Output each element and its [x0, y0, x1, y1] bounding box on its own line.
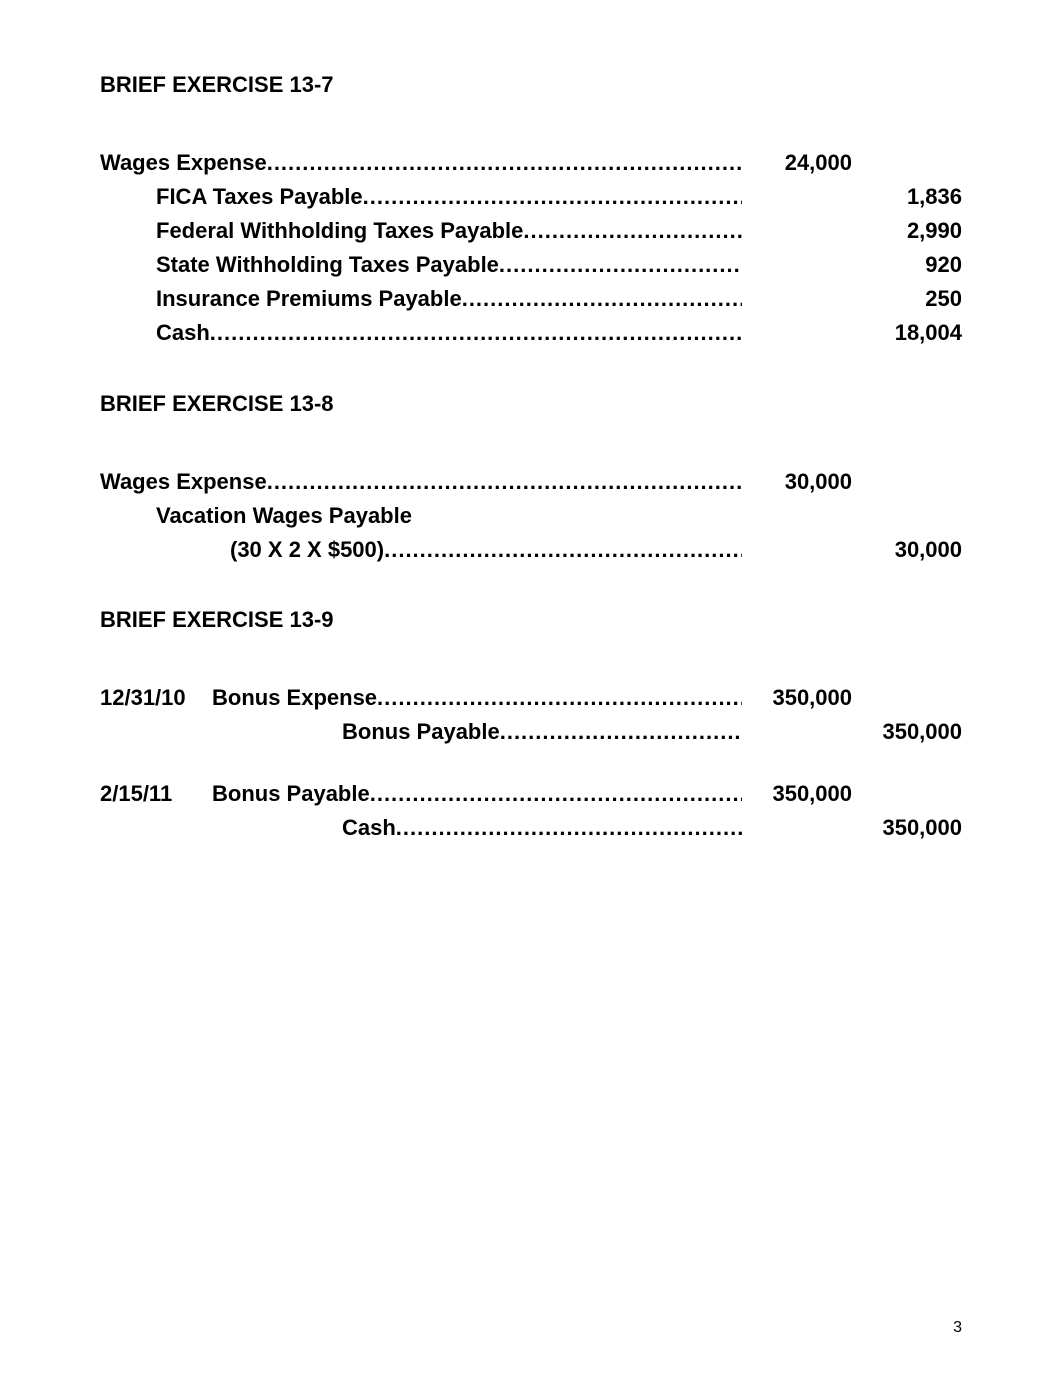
debit-amount — [742, 214, 852, 248]
entry-date: 2/15/11 — [100, 777, 212, 811]
blank-fill — [412, 499, 742, 533]
entry-row: (30 X 2 X $500) 30,000 — [100, 533, 962, 567]
debit-amount: 30,000 — [742, 465, 852, 499]
credit-amount: 350,000 — [852, 811, 962, 845]
debit-amount — [742, 282, 852, 316]
leader-dots — [462, 282, 742, 316]
leader-dots — [267, 146, 742, 180]
credit-amount: 2,990 — [852, 214, 962, 248]
credit-amount — [852, 777, 962, 811]
entry-row: Insurance Premiums Payable 250 — [100, 282, 962, 316]
entry-row: State Withholding Taxes Payable 920 — [100, 248, 962, 282]
debit-amount — [742, 533, 852, 567]
entry-row: Federal Withholding Taxes Payable 2,990 — [100, 214, 962, 248]
entry-date — [100, 811, 212, 845]
debit-amount — [742, 811, 852, 845]
entry-label: Bonus Expense — [212, 681, 377, 715]
debit-amount — [742, 499, 852, 533]
entry-row: 2/15/11 Bonus Payable 350,000 — [100, 777, 962, 811]
leader-dots — [267, 465, 742, 499]
credit-amount — [852, 499, 962, 533]
debit-amount: 24,000 — [742, 146, 852, 180]
entry-label: Federal Withholding Taxes Payable — [156, 214, 523, 248]
debit-amount: 350,000 — [742, 777, 852, 811]
entry-label: Wages Expense — [100, 465, 267, 499]
entry-label: FICA Taxes Payable — [156, 180, 363, 214]
leader-dots — [396, 811, 742, 845]
entry-date — [100, 715, 212, 749]
debit-amount — [742, 248, 852, 282]
leader-dots — [210, 316, 742, 350]
leader-dots — [384, 533, 742, 567]
section-spacer — [100, 351, 962, 391]
entry-label: Insurance Premiums Payable — [156, 282, 462, 316]
document-page: BRIEF EXERCISE 13-7 Wages Expense 24,000… — [0, 0, 1062, 1377]
entry-row: Cash 350,000 — [100, 811, 962, 845]
entry-label: Bonus Payable — [212, 777, 370, 811]
indent-spacer — [212, 715, 342, 749]
leader-dots — [363, 180, 742, 214]
indent-spacer — [212, 811, 342, 845]
entry-row: 12/31/10 Bonus Expense 350,000 — [100, 681, 962, 715]
debit-amount — [742, 180, 852, 214]
credit-amount — [852, 465, 962, 499]
section-title-13-9: BRIEF EXERCISE 13-9 — [100, 607, 962, 633]
credit-amount: 1,836 — [852, 180, 962, 214]
credit-amount: 350,000 — [852, 715, 962, 749]
entry-row: Bonus Payable 350,000 — [100, 715, 962, 749]
entry-row: Wages Expense 24,000 — [100, 146, 962, 180]
section-title-13-8: BRIEF EXERCISE 13-8 — [100, 391, 962, 417]
leader-dots — [523, 214, 742, 248]
leader-dots — [499, 248, 742, 282]
entry-label: State Withholding Taxes Payable — [156, 248, 499, 282]
section-title-13-7: BRIEF EXERCISE 13-7 — [100, 72, 962, 98]
debit-amount: 350,000 — [742, 681, 852, 715]
debit-amount — [742, 715, 852, 749]
entry-label: Bonus Payable — [342, 715, 500, 749]
entry-date: 12/31/10 — [100, 681, 212, 715]
leader-dots — [500, 715, 742, 749]
debit-amount — [742, 316, 852, 350]
page-number: 3 — [953, 1319, 962, 1337]
entry-label: (30 X 2 X $500) — [230, 533, 384, 567]
entry-label: Vacation Wages Payable — [156, 499, 412, 533]
entry-row: Vacation Wages Payable — [100, 499, 962, 533]
entry-label: Cash — [156, 316, 210, 350]
entry-row: Cash 18,004 — [100, 316, 962, 350]
credit-amount — [852, 146, 962, 180]
credit-amount: 920 — [852, 248, 962, 282]
section-spacer — [100, 567, 962, 607]
entry-label: Wages Expense — [100, 146, 267, 180]
leader-dots — [377, 681, 742, 715]
entry-label: Cash — [342, 811, 396, 845]
credit-amount: 250 — [852, 282, 962, 316]
leader-dots — [370, 777, 742, 811]
credit-amount: 18,004 — [852, 316, 962, 350]
entry-row: Wages Expense 30,000 — [100, 465, 962, 499]
credit-amount: 30,000 — [852, 533, 962, 567]
entry-spacer — [100, 749, 962, 777]
credit-amount — [852, 681, 962, 715]
entry-row: FICA Taxes Payable 1,836 — [100, 180, 962, 214]
